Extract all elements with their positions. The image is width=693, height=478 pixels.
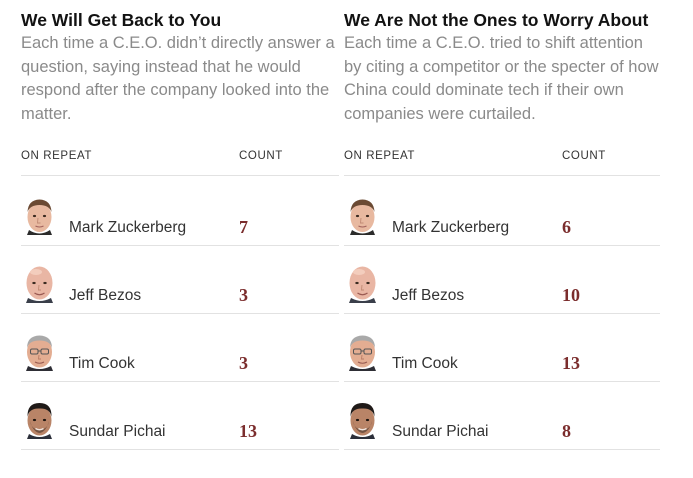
panel-title: We Will Get Back to You	[21, 10, 222, 30]
count-value: 10	[562, 285, 580, 305]
person-name: Jeff Bezos	[392, 287, 465, 304]
column-header-count: COUNT	[562, 150, 606, 162]
panel-get-back-to-you: We Will Get Back to You Each time a C.E.…	[21, 8, 339, 450]
mark-zuckerberg-avatar-icon	[23, 195, 56, 235]
sundar-pichai-avatar-icon	[346, 399, 379, 439]
table-row: Sundar Pichai 13	[21, 382, 339, 450]
table-row: Mark Zuckerberg 6	[344, 178, 660, 246]
table-row: Sundar Pichai 8	[344, 382, 660, 450]
tim-cook-avatar-icon	[346, 331, 379, 371]
table-header: ON REPEAT COUNT	[344, 148, 660, 176]
jeff-bezos-avatar-icon	[346, 263, 379, 303]
count-value: 7	[239, 217, 248, 237]
tim-cook-avatar-icon	[23, 331, 56, 371]
count-value: 13	[239, 421, 257, 441]
table-body: Mark Zuckerberg 7 Jeff Bezos 3 Tim Cook …	[21, 178, 339, 450]
panel-not-the-ones-to-worry-about: We Are Not the Ones to Worry About Each …	[344, 8, 660, 450]
count-value: 8	[562, 421, 571, 441]
column-header-on-repeat: ON REPEAT	[344, 150, 416, 162]
person-name: Tim Cook	[69, 355, 135, 372]
table-row: Mark Zuckerberg 7	[21, 178, 339, 246]
person-name: Mark Zuckerberg	[392, 219, 510, 236]
table-row: Jeff Bezos 10	[344, 246, 660, 314]
table-row: Jeff Bezos 3	[21, 246, 339, 314]
table-body: Mark Zuckerberg 6 Jeff Bezos 10 Tim Cook…	[344, 178, 660, 450]
panel-description: Each time a C.E.O. tried to shift attent…	[344, 34, 659, 123]
table-header: ON REPEAT COUNT	[21, 148, 339, 176]
count-value: 3	[239, 285, 248, 305]
table-row: Tim Cook 3	[21, 314, 339, 382]
column-header-count: COUNT	[239, 150, 283, 162]
count-value: 13	[562, 353, 580, 373]
column-header-on-repeat: ON REPEAT	[21, 150, 93, 162]
person-name: Sundar Pichai	[392, 423, 489, 440]
count-value: 6	[562, 217, 571, 237]
mark-zuckerberg-avatar-icon	[346, 195, 379, 235]
table-row: Tim Cook 13	[344, 314, 660, 382]
jeff-bezos-avatar-icon	[23, 263, 56, 303]
panel-description: Each time a C.E.O. didn’t directly answe…	[21, 34, 335, 123]
person-name: Jeff Bezos	[69, 287, 142, 304]
person-name: Mark Zuckerberg	[69, 219, 187, 236]
person-name: Sundar Pichai	[69, 423, 166, 440]
count-value: 3	[239, 353, 248, 373]
person-name: Tim Cook	[392, 355, 458, 372]
panel-title: We Are Not the Ones to Worry About	[344, 10, 649, 30]
sundar-pichai-avatar-icon	[23, 399, 56, 439]
